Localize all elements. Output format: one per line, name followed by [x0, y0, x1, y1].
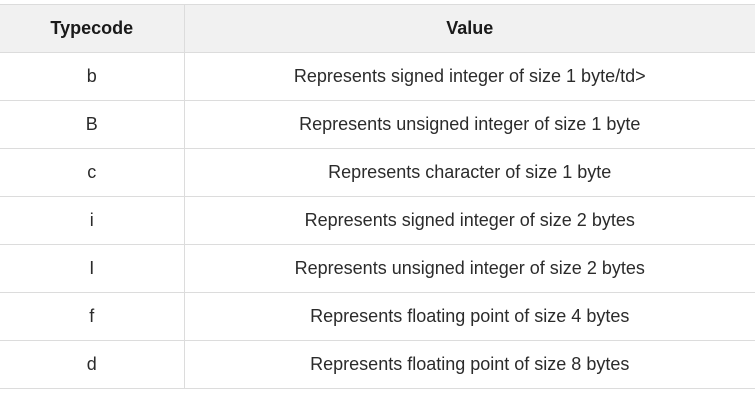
typecode-table: Typecode Value b Represents signed integ… — [0, 4, 755, 389]
table-row: I Represents unsigned integer of size 2 … — [0, 244, 755, 293]
value-cell: Represents signed integer of size 2 byte… — [184, 196, 755, 245]
header-value: Value — [184, 4, 755, 53]
typecode-cell: d — [0, 340, 185, 389]
value-cell: Represents floating point of size 4 byte… — [184, 292, 755, 341]
value-cell: Represents floating point of size 8 byte… — [184, 340, 755, 389]
value-cell: Represents unsigned integer of size 1 by… — [184, 100, 755, 149]
table-row: c Represents character of size 1 byte — [0, 148, 755, 197]
table-row: f Represents floating point of size 4 by… — [0, 292, 755, 341]
table-row: i Represents signed integer of size 2 by… — [0, 196, 755, 245]
table-row: B Represents unsigned integer of size 1 … — [0, 100, 755, 149]
value-cell: Represents signed integer of size 1 byte… — [184, 52, 755, 101]
typecode-cell: c — [0, 148, 185, 197]
table-row: b Represents signed integer of size 1 by… — [0, 52, 755, 101]
typecode-cell: I — [0, 244, 185, 293]
value-cell: Represents unsigned integer of size 2 by… — [184, 244, 755, 293]
typecode-cell: B — [0, 100, 185, 149]
header-typecode: Typecode — [0, 4, 185, 53]
table-header-row: Typecode Value — [0, 4, 755, 53]
typecode-cell: i — [0, 196, 185, 245]
value-cell: Represents character of size 1 byte — [184, 148, 755, 197]
typecode-cell: f — [0, 292, 185, 341]
typecode-cell: b — [0, 52, 185, 101]
table-row: d Represents floating point of size 8 by… — [0, 340, 755, 389]
